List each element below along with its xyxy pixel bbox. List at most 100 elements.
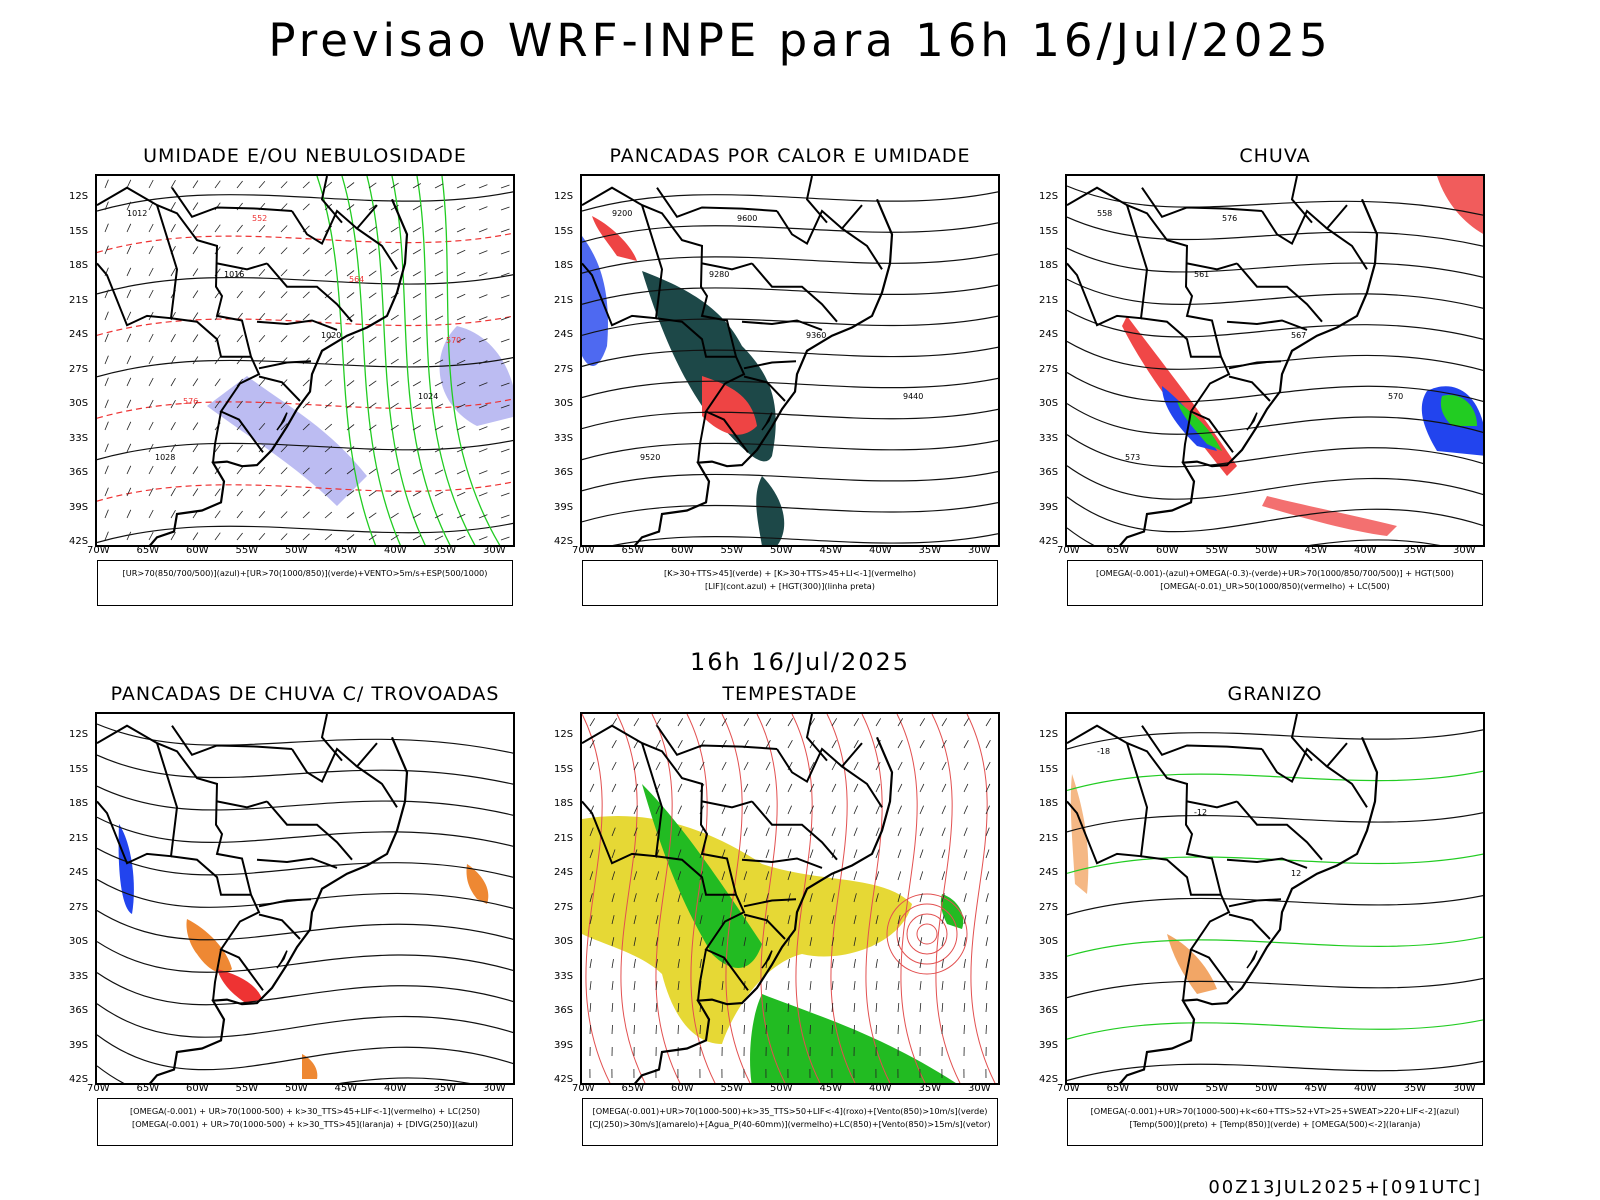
isoline — [582, 222, 998, 243]
wind-arrow — [170, 268, 176, 277]
wind-arrow — [258, 400, 266, 409]
wind-arrow — [302, 269, 310, 277]
humidity-shading — [439, 326, 513, 426]
wind-arrow — [456, 183, 466, 189]
political-border — [258, 898, 312, 908]
wind-arrow — [875, 827, 880, 837]
isoline — [1067, 496, 1483, 533]
wind-arrow — [611, 871, 616, 881]
wind-arrow — [126, 509, 132, 519]
wind-arrow — [236, 444, 243, 453]
wind-arrow — [787, 783, 793, 793]
instability-shading — [592, 216, 637, 261]
wind-arrow — [346, 204, 355, 211]
contour-label: 9280 — [709, 270, 729, 279]
wind-arrow — [500, 338, 510, 343]
wind-arrow — [478, 514, 488, 519]
political-border — [258, 375, 301, 402]
isoline — [97, 847, 513, 878]
political-border — [701, 800, 753, 809]
latitude-label: 18S — [69, 798, 89, 809]
wind-arrow — [853, 805, 858, 815]
wind-arrow — [677, 761, 683, 771]
wind-arrow — [280, 181, 288, 189]
coastline — [148, 736, 409, 1083]
wind-arrow — [390, 534, 399, 541]
wind-arrow — [787, 871, 792, 881]
wind-arrow — [390, 402, 399, 409]
longitude-label: 40W — [869, 1083, 892, 1094]
wind-arrow — [104, 509, 109, 519]
wind-arrow — [985, 915, 989, 925]
wind-arrow — [302, 291, 310, 299]
wind-arrow — [611, 959, 614, 969]
wind-arrow — [853, 761, 859, 771]
isoline — [97, 1003, 513, 1038]
political-border — [1140, 855, 1221, 896]
political-border — [776, 747, 843, 784]
wind-arrow — [831, 761, 837, 771]
political-border — [656, 725, 778, 757]
wind-arrow — [192, 466, 199, 475]
legend-line: [OMEGA(-0.001)+UR>70(1000-500)+k>35_TTS>… — [592, 1106, 988, 1116]
wind-arrow — [500, 426, 510, 431]
wind-arrow — [897, 959, 900, 969]
wind-arrow — [589, 849, 594, 859]
wind-arrow — [478, 206, 488, 211]
wind-arrow — [963, 718, 970, 727]
isoline — [1067, 977, 1483, 999]
wind-arrow — [346, 358, 355, 365]
panel-legend: [UR>70(850/700/500)](azul)+[UR>70(1000/8… — [97, 560, 513, 606]
wind-arrow — [456, 205, 466, 211]
political-border — [582, 204, 664, 327]
wind-arrow — [236, 466, 243, 475]
wind-arrow — [478, 250, 488, 255]
wind-arrow — [677, 827, 682, 837]
storm-shading — [186, 919, 232, 974]
wind-arrow — [500, 360, 510, 365]
wind-arrow — [170, 510, 176, 519]
wind-arrow — [633, 959, 636, 969]
wind-arrow — [809, 959, 812, 969]
wind-arrow — [897, 1002, 900, 1013]
political-border — [258, 360, 312, 370]
wind-arrow — [302, 533, 310, 541]
wind-arrow — [809, 893, 813, 903]
wind-arrow — [192, 488, 199, 497]
wind-arrow — [434, 293, 444, 299]
wind-arrow — [853, 849, 858, 859]
wind-arrow — [412, 183, 421, 189]
wind-arrow — [677, 740, 683, 749]
wind-arrow — [721, 871, 726, 881]
political-border — [743, 898, 797, 908]
panel-title: TEMPESTADE — [722, 683, 858, 705]
isoline — [97, 909, 513, 941]
political-border — [1228, 913, 1271, 940]
wind-arrow — [434, 469, 444, 475]
wind-arrow — [853, 871, 858, 881]
wind-arrow — [236, 488, 243, 497]
wind-arrow — [258, 224, 266, 233]
wind-arrow — [611, 805, 616, 815]
wind-arrow — [655, 959, 658, 969]
isoline — [582, 315, 998, 336]
wind-arrow — [985, 871, 990, 881]
latitude-label: 24S — [69, 867, 89, 878]
wind-arrow — [302, 181, 310, 189]
wind-arrow — [677, 849, 682, 859]
wind-arrow — [456, 513, 466, 519]
wind-arrow — [963, 761, 969, 771]
wind-arrow — [390, 182, 399, 189]
contour-label: -18 — [1097, 747, 1110, 756]
wind-arrow — [126, 355, 132, 365]
wind-arrow — [500, 514, 510, 519]
longitude-label: 50W — [285, 1083, 308, 1094]
latitude-label: 30S — [1039, 398, 1059, 409]
political-border — [697, 949, 707, 1001]
wind-arrow — [236, 290, 243, 299]
lagoon — [276, 412, 288, 431]
wind-arrow — [478, 536, 488, 541]
wind-arrow — [324, 489, 333, 497]
wind-arrow — [699, 937, 703, 947]
legend-line: [K>30+TTS>45](verde) + [K>30+TTS>45+LI<-… — [663, 568, 917, 578]
